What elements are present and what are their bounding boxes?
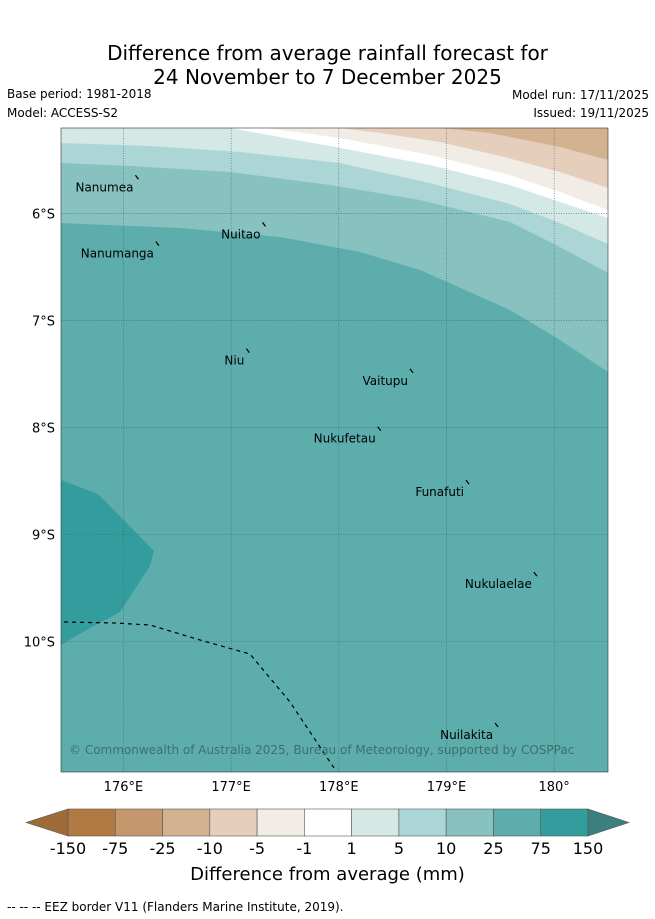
map-title-line2: 24 November to 7 December 2025	[153, 65, 502, 89]
colorbar-segment	[445, 808, 494, 837]
issued-date: Issued: 19/11/2025	[533, 106, 649, 120]
island-outline	[134, 174, 139, 180]
colorbar-tick: 150	[572, 839, 604, 858]
place-label: Nanumanga	[81, 247, 154, 261]
island-outline	[155, 241, 160, 246]
place-label: Nanumea	[75, 180, 133, 194]
colorbar-tick: -25	[149, 839, 176, 858]
eez-legend: -- -- -- EEZ border V11 (Flanders Marine…	[7, 900, 344, 914]
contour-75-150	[61, 480, 154, 645]
lon-tick-label: 177°E	[211, 780, 251, 795]
model-name: Model: ACCESS-S2	[7, 106, 119, 120]
lat-tick-label: 10°S	[24, 635, 55, 650]
lon-tick-label: 180°	[538, 780, 569, 795]
lat-tick-label: 6°S	[32, 208, 55, 223]
colorbar-tick: -5	[249, 839, 266, 858]
island-outline	[377, 426, 382, 432]
island-outline	[533, 571, 538, 577]
colorbar-segment	[304, 808, 352, 837]
place-label: Nuilakita	[440, 728, 493, 742]
contour-field	[61, 128, 608, 772]
colorbar-segment	[209, 808, 258, 837]
place-labels: Nanumea Nuitao Nanumanga Niu Vaitupu Nukufeta…	[75, 174, 538, 742]
lon-tick-label: 176°E	[104, 780, 144, 795]
place-label: Niu	[224, 354, 244, 368]
colorbar-tick: 75	[530, 839, 551, 858]
eez-border	[63, 621, 335, 769]
place-label: Nuitao	[221, 227, 260, 241]
map-frame	[60, 127, 609, 773]
place-label: Vaitupu	[363, 374, 409, 388]
colorbar-segment	[493, 808, 542, 837]
colorbar-tick: 1	[346, 839, 357, 858]
place-label: Nukufetau	[314, 432, 376, 446]
lat-tick-label: 8°S	[32, 422, 55, 437]
island-outline	[262, 221, 266, 227]
colorbar-tick: 25	[483, 839, 504, 858]
graticule	[61, 128, 608, 772]
colorbar-under-arrow	[25, 808, 69, 837]
map-title-line1: Difference from average rainfall forecas…	[107, 41, 548, 65]
place-label: Nukulaelae	[465, 577, 532, 591]
colorbar-tick: -10	[196, 839, 223, 858]
colorbar-tick: -1	[296, 839, 313, 858]
lat-tick-label: 9°S	[32, 529, 55, 544]
colorbar-tick: 10	[435, 839, 457, 858]
colorbar-title: Difference from average (mm)	[190, 864, 465, 885]
place-label: Funafuti	[415, 485, 464, 499]
colorbar-tick: 5	[393, 839, 404, 858]
lon-tick-label: 178°E	[319, 780, 359, 795]
colorbar-tick: -75	[102, 839, 129, 858]
colorbar-tick: -150	[49, 839, 87, 858]
colorbar-segment	[398, 808, 447, 837]
colorbar-segment	[67, 808, 116, 837]
island-outline	[245, 348, 250, 353]
colorbar-segment	[162, 808, 211, 837]
axis-tick-labels: 176°E 177°E 178°E 179°E 180° 6°S 7°S 8°S 9°S 10°S	[24, 208, 570, 795]
colorbar-segment	[114, 808, 163, 837]
lat-tick-label: 7°S	[32, 315, 55, 330]
island-outline	[465, 479, 470, 485]
island-outline	[494, 722, 499, 728]
copyright-notice: © Commonwealth of Australia 2025, Bureau…	[69, 743, 574, 757]
colorbar-segment	[351, 808, 400, 837]
colorbar-segment	[540, 808, 589, 837]
contour-minus25-minus10	[440, 128, 608, 160]
island-outline	[409, 368, 414, 374]
colorbar	[25, 808, 630, 837]
colorbar-over-arrow	[587, 808, 630, 837]
model-run: Model run: 17/11/2025	[511, 88, 649, 102]
colorbar-segment	[256, 808, 305, 837]
lon-tick-label: 179°E	[427, 780, 467, 795]
base-period: Base period: 1981-2018	[7, 87, 152, 101]
